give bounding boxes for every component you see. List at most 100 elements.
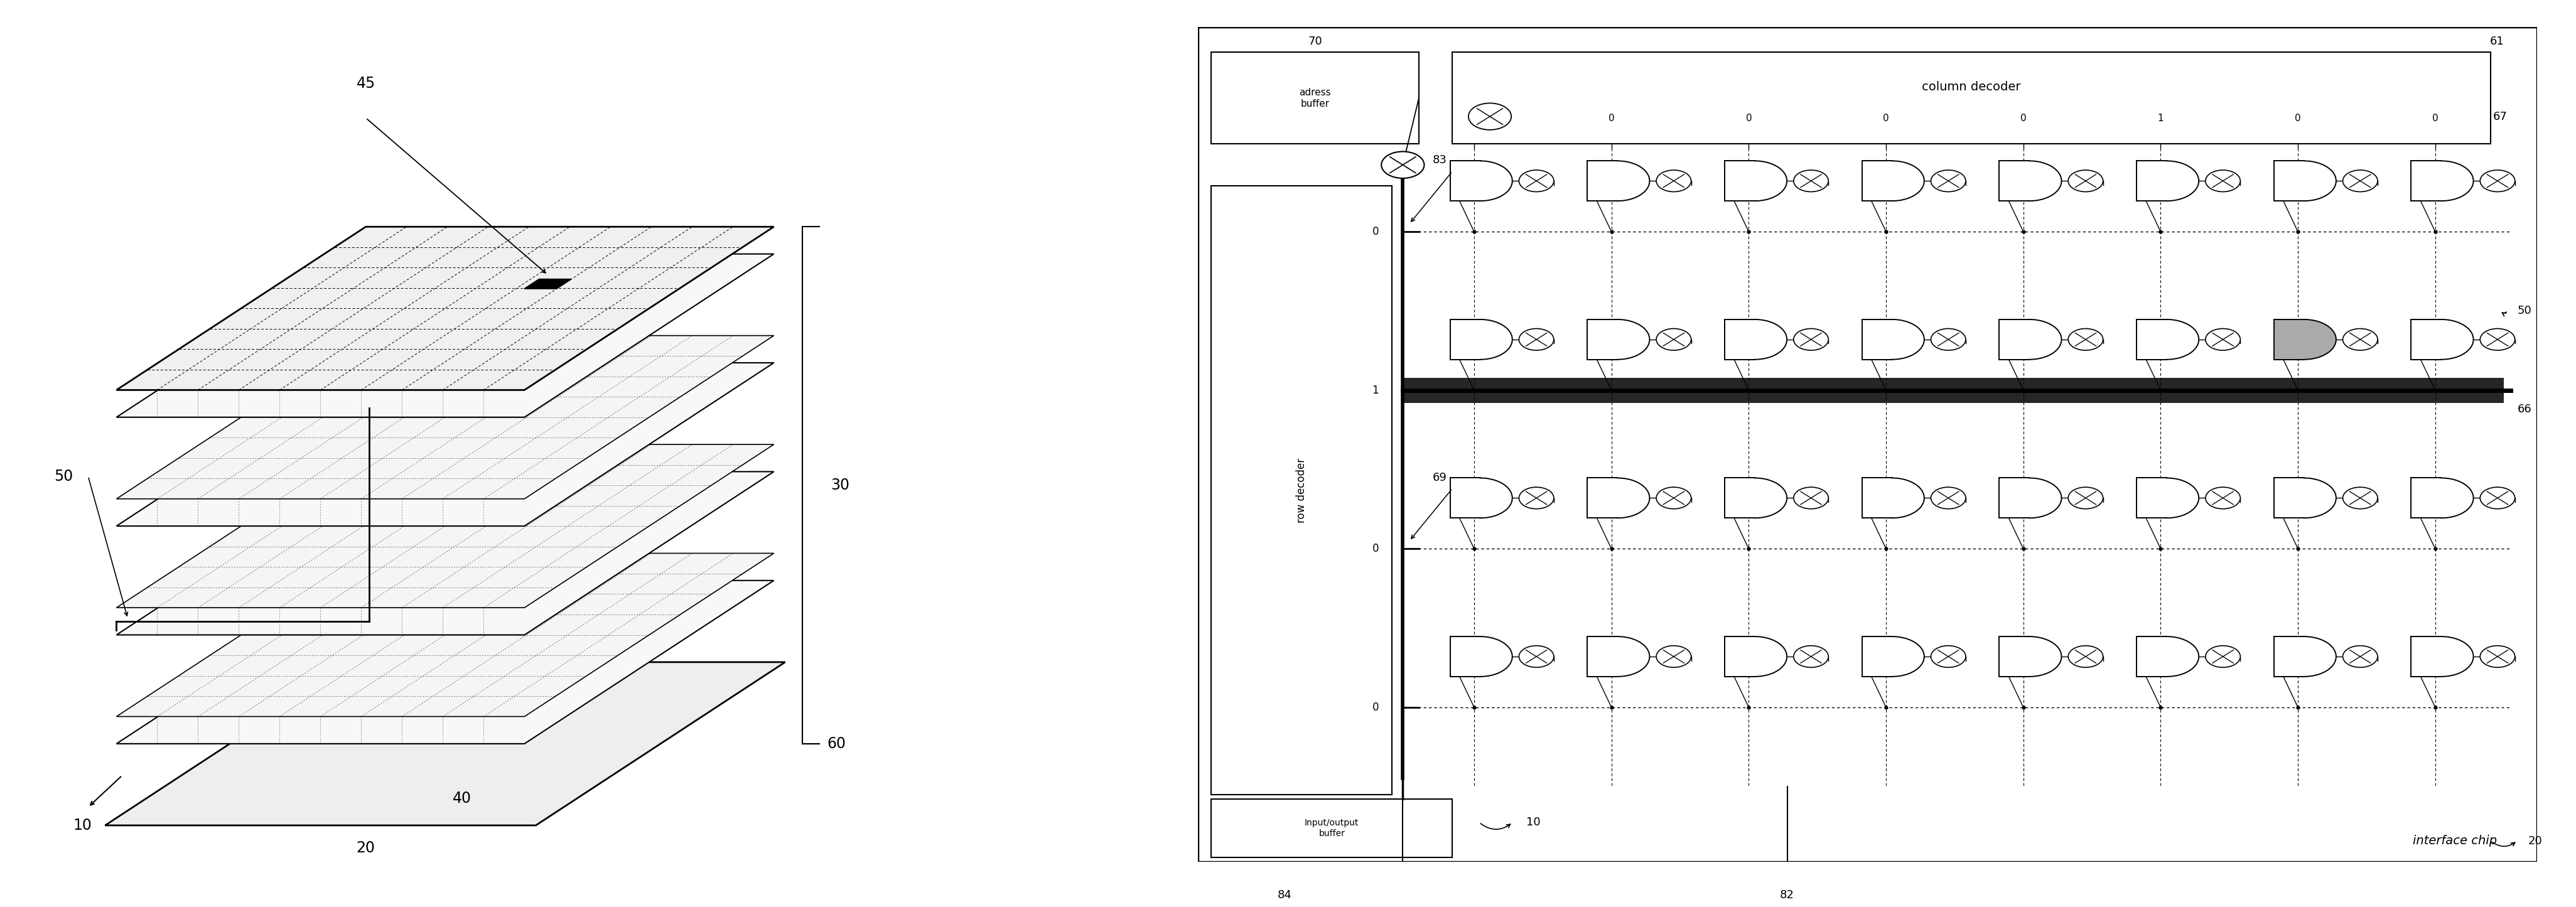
Polygon shape (106, 662, 786, 825)
Text: 0: 0 (2432, 113, 2439, 123)
Circle shape (1381, 151, 1425, 179)
Polygon shape (2275, 478, 2336, 518)
Polygon shape (2275, 161, 2336, 201)
Polygon shape (1587, 319, 1649, 359)
Circle shape (1932, 487, 1965, 509)
FancyBboxPatch shape (1404, 377, 2504, 403)
Circle shape (1793, 328, 1829, 350)
Polygon shape (2136, 478, 2200, 518)
Polygon shape (1862, 637, 1924, 677)
Polygon shape (1450, 161, 1512, 201)
Text: 60: 60 (827, 736, 845, 751)
Text: 66: 66 (2517, 404, 2532, 414)
Polygon shape (1862, 319, 1924, 359)
Polygon shape (1450, 319, 1512, 359)
Text: 1: 1 (1373, 385, 1378, 395)
Polygon shape (523, 279, 572, 288)
Circle shape (2342, 646, 2378, 668)
Text: column decoder: column decoder (1922, 81, 2020, 93)
Text: 50: 50 (2517, 306, 2532, 317)
Polygon shape (2275, 319, 2336, 359)
Circle shape (2342, 328, 2378, 350)
Circle shape (2481, 328, 2514, 350)
Polygon shape (1999, 478, 2061, 518)
Text: 83: 83 (1432, 155, 1448, 166)
Text: row decoder: row decoder (1296, 458, 1306, 522)
Text: 0: 0 (1883, 113, 1888, 123)
Text: 30: 30 (829, 478, 850, 493)
Polygon shape (2411, 478, 2473, 518)
Circle shape (1520, 487, 1553, 509)
Circle shape (1932, 646, 1965, 668)
Circle shape (1520, 328, 1553, 350)
Text: 0: 0 (1373, 543, 1378, 554)
Polygon shape (116, 580, 773, 744)
Text: 1: 1 (2159, 113, 2164, 123)
Polygon shape (1450, 478, 1512, 518)
Polygon shape (1723, 161, 1788, 201)
Polygon shape (1999, 319, 2061, 359)
Circle shape (1656, 328, 1690, 350)
Polygon shape (1723, 319, 1788, 359)
Polygon shape (1587, 637, 1649, 677)
FancyBboxPatch shape (1211, 799, 1453, 857)
Text: 0: 0 (1607, 113, 1615, 123)
Polygon shape (2275, 637, 2336, 677)
Circle shape (2205, 646, 2241, 668)
Text: adress
buffer: adress buffer (1298, 88, 1332, 108)
Circle shape (1932, 171, 1965, 191)
Text: 70: 70 (1309, 35, 1321, 47)
Text: 10: 10 (72, 818, 93, 833)
Text: Input/output
buffer: Input/output buffer (1303, 819, 1360, 838)
Text: 10: 10 (1525, 817, 1540, 828)
Circle shape (2205, 487, 2241, 509)
Circle shape (2069, 646, 2102, 668)
Polygon shape (2136, 637, 2200, 677)
Polygon shape (1862, 478, 1924, 518)
Text: 20: 20 (2527, 835, 2543, 846)
Polygon shape (116, 553, 773, 717)
Circle shape (1520, 646, 1553, 668)
Text: 84: 84 (1278, 890, 1293, 901)
Circle shape (2342, 487, 2378, 509)
Polygon shape (116, 227, 773, 390)
Circle shape (1793, 171, 1829, 191)
Text: 45: 45 (355, 75, 376, 91)
Circle shape (2481, 171, 2514, 191)
Polygon shape (2411, 161, 2473, 201)
FancyBboxPatch shape (1198, 27, 2537, 862)
Circle shape (1656, 171, 1690, 191)
Polygon shape (116, 363, 773, 526)
Polygon shape (2136, 161, 2200, 201)
Polygon shape (2136, 319, 2200, 359)
Polygon shape (1999, 161, 2061, 201)
Text: 67: 67 (2494, 111, 2506, 122)
Text: 0: 0 (1373, 702, 1378, 713)
Polygon shape (116, 336, 773, 499)
Circle shape (1656, 487, 1690, 509)
Polygon shape (1450, 637, 1512, 677)
Polygon shape (2411, 637, 2473, 677)
Text: 0: 0 (2020, 113, 2027, 123)
Text: 61: 61 (2491, 35, 2504, 47)
Circle shape (2069, 171, 2102, 191)
Circle shape (2069, 328, 2102, 350)
Circle shape (1793, 646, 1829, 668)
Polygon shape (1723, 478, 1788, 518)
Text: 20: 20 (355, 841, 376, 855)
Text: 0: 0 (1471, 113, 1476, 123)
Circle shape (1932, 328, 1965, 350)
Text: interface chip: interface chip (2414, 834, 2496, 847)
Text: 82: 82 (1780, 890, 1795, 901)
Polygon shape (1862, 161, 1924, 201)
Circle shape (2481, 487, 2514, 509)
Polygon shape (116, 444, 773, 608)
Circle shape (2069, 487, 2102, 509)
Text: 69: 69 (1432, 472, 1448, 483)
Text: 0: 0 (2295, 113, 2300, 123)
Circle shape (2481, 646, 2514, 668)
Text: 0: 0 (1747, 113, 1752, 123)
Text: 50: 50 (54, 469, 72, 483)
Polygon shape (116, 472, 773, 635)
Text: 0: 0 (1373, 226, 1378, 238)
